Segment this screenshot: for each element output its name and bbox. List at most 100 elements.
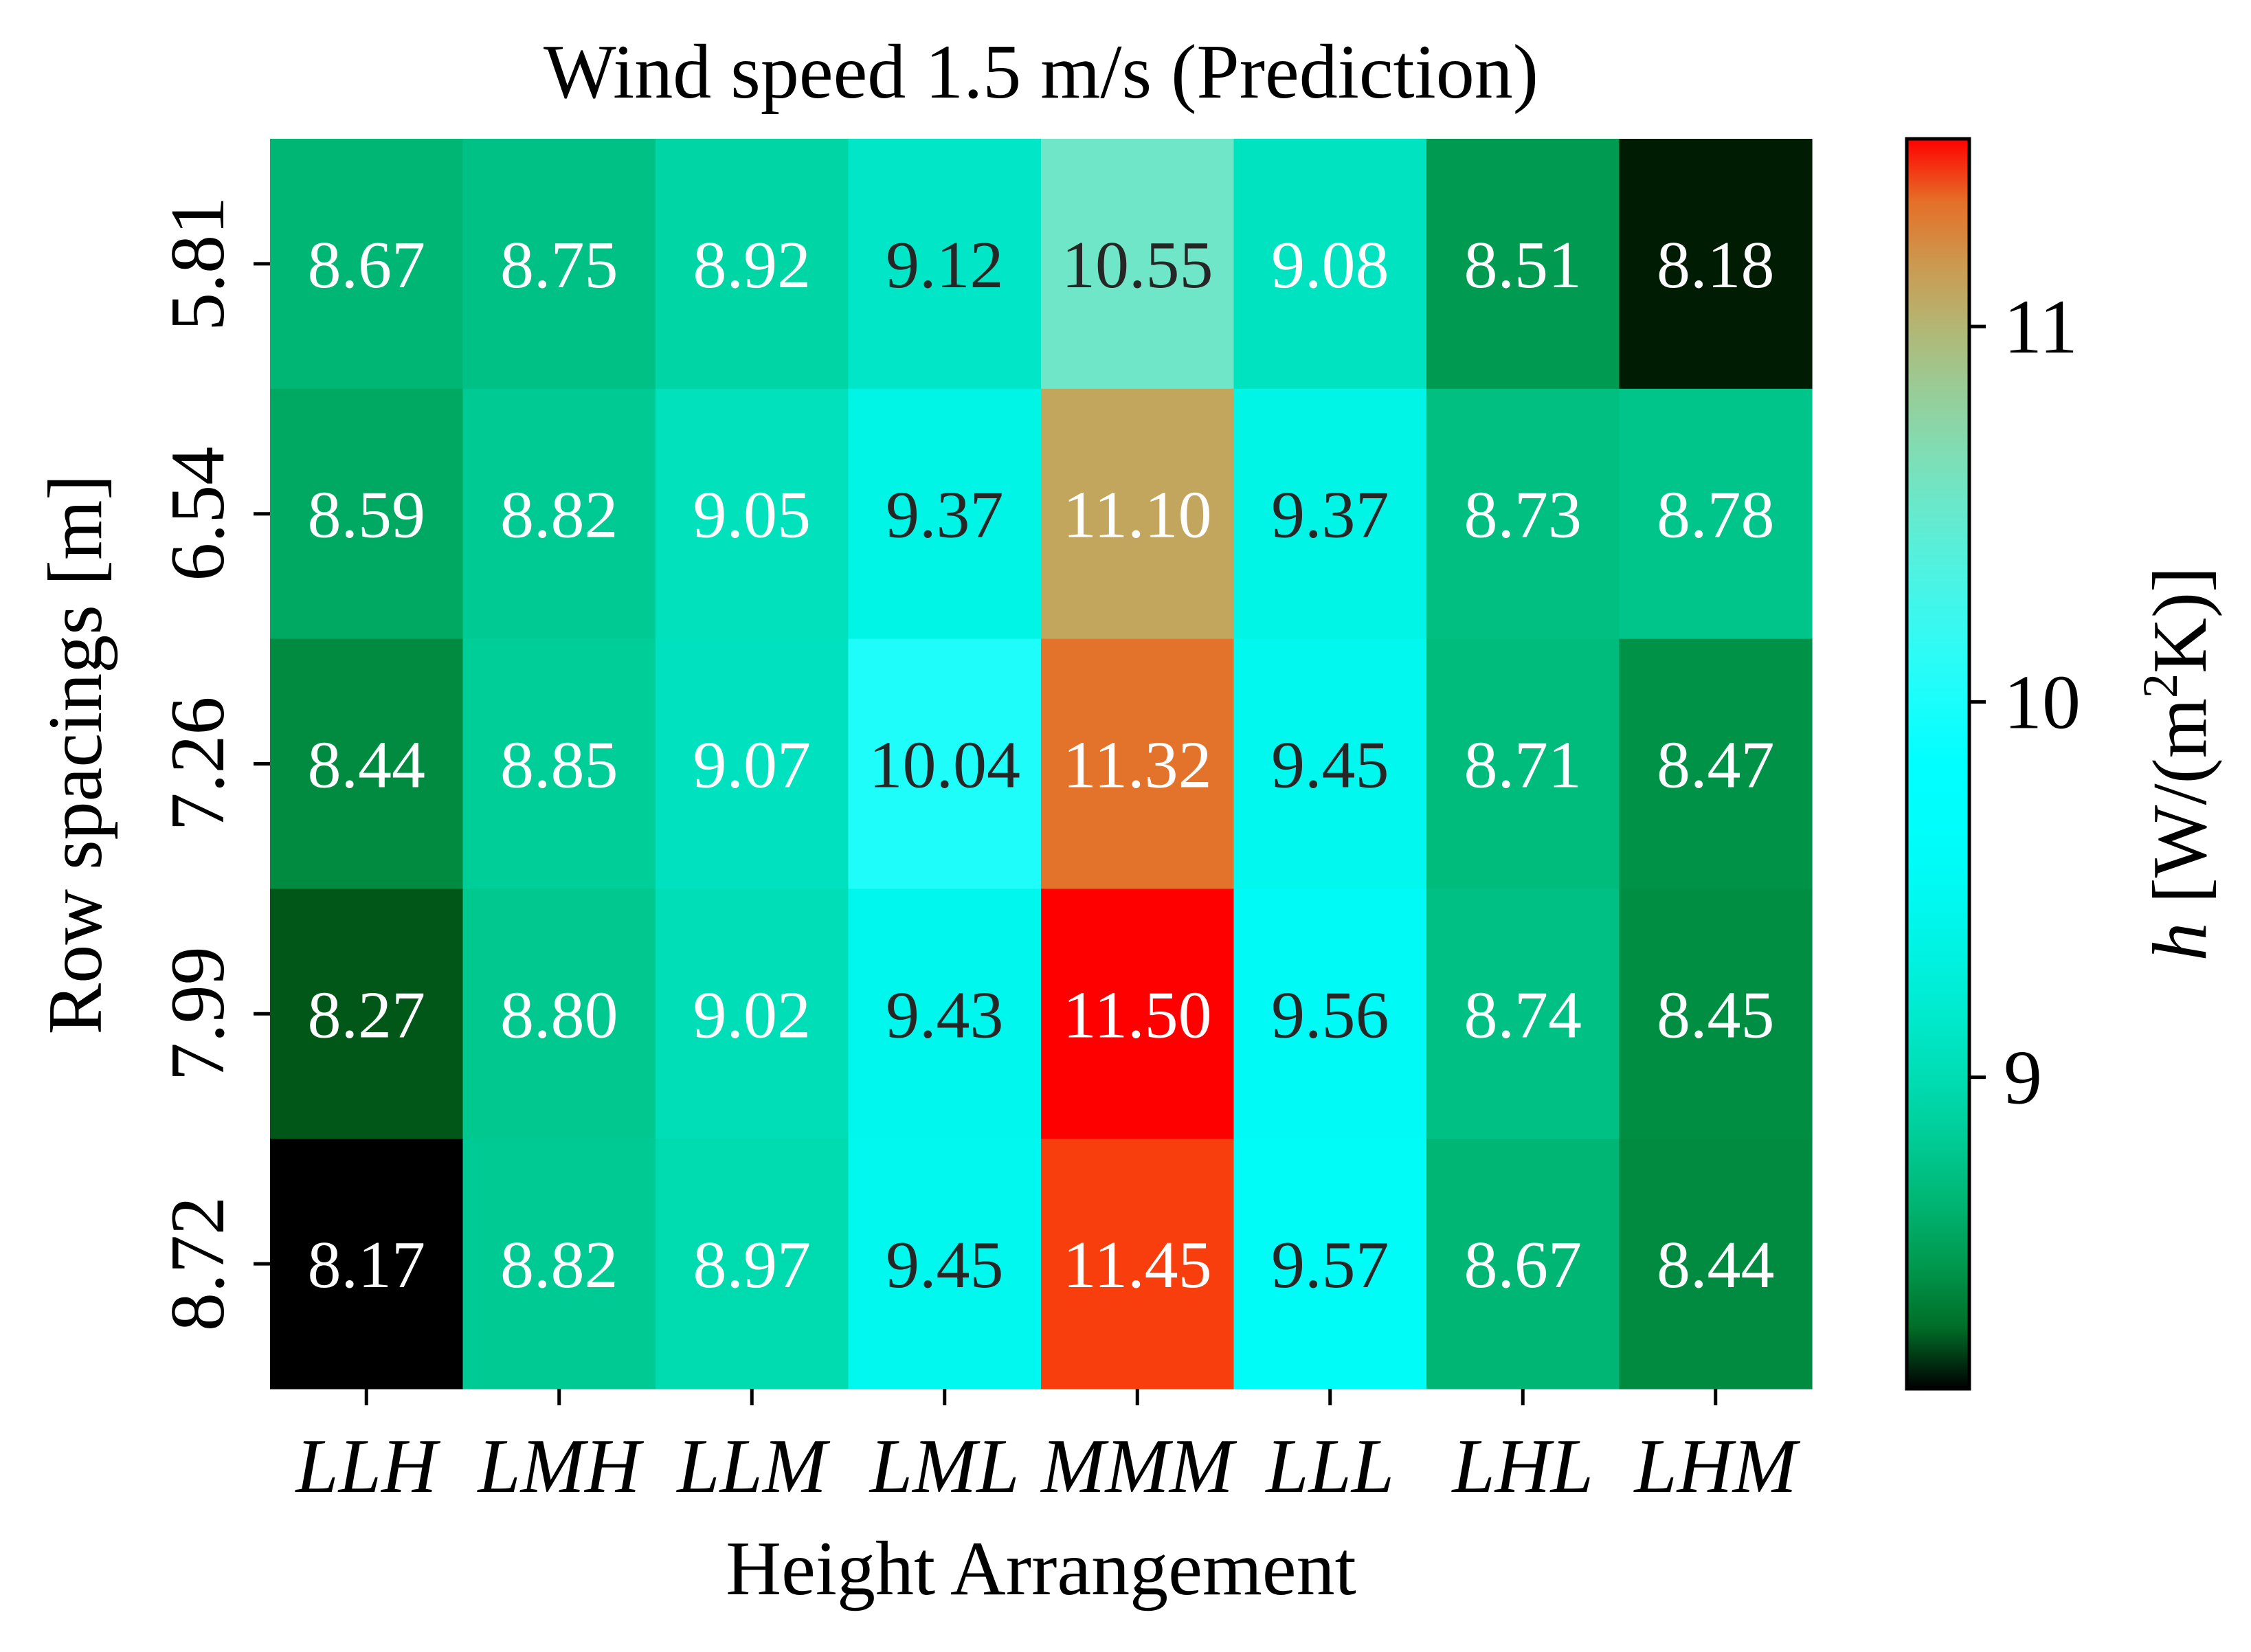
heatmap-cell <box>1041 638 1235 889</box>
cell-value-label: 8.97 <box>693 1228 811 1302</box>
heatmap-cell <box>462 139 656 390</box>
cell-value-label: 8.75 <box>500 228 618 302</box>
heatmap-cell <box>1233 388 1427 640</box>
chart-title: Wind speed 1.5 m/s (Prediction) <box>544 30 1538 115</box>
cell-value-label: 9.45 <box>886 1228 1004 1302</box>
heatmap-cell <box>1426 388 1620 640</box>
heatmap-cell <box>1233 1139 1427 1389</box>
heatmap-cell <box>462 388 656 640</box>
heatmap-cell <box>656 1139 849 1389</box>
cell-value-label: 8.78 <box>1657 478 1775 552</box>
x-axis: LLH LMH LLM LML MMM LLL LHL LHM <box>295 1389 1801 1509</box>
cell-value-label: 8.17 <box>308 1228 426 1302</box>
cell-value-label: 8.85 <box>500 728 618 803</box>
cell-value-label: 8.73 <box>1464 478 1582 552</box>
cell-value-label: 9.37 <box>1271 478 1389 552</box>
heatmap-cell <box>848 388 1042 640</box>
heatmap-cell <box>462 638 656 889</box>
x-tick-label: LMH <box>477 1424 645 1509</box>
cell-value-label: 8.44 <box>308 728 426 803</box>
heatmap-cell <box>270 139 464 390</box>
heatmap-cells <box>270 139 1813 1389</box>
heatmap-cell <box>656 638 849 889</box>
heatmap-cell <box>848 139 1042 390</box>
heatmap-cell <box>1233 638 1427 889</box>
heatmap-cell <box>1619 388 1813 640</box>
heatmap-cell <box>848 889 1042 1139</box>
heatmap-cell <box>1041 139 1235 390</box>
y-axis-label: Row spacings [m] <box>33 474 118 1034</box>
heatmap-cell <box>1041 388 1235 640</box>
heatmap-cell <box>1426 889 1620 1139</box>
heatmap-cell <box>1233 139 1427 390</box>
heatmap-cell <box>1619 638 1813 889</box>
x-tick-label: LHL <box>1451 1424 1593 1509</box>
x-tick-label: LML <box>869 1424 1020 1509</box>
heatmap-cell <box>462 889 656 1139</box>
heatmap-cell <box>1619 889 1813 1139</box>
x-tick-label: LLH <box>295 1424 441 1509</box>
heatmap-cell <box>462 1139 656 1389</box>
cell-value-label: 9.02 <box>693 978 811 1052</box>
heatmap-cell <box>656 139 849 390</box>
cell-value-label: 8.92 <box>693 228 811 302</box>
heatmap-cell <box>1426 1139 1620 1389</box>
cell-value-label: 9.43 <box>886 978 1004 1052</box>
colorbar-label: h [W/(m2K)] <box>2133 566 2223 961</box>
cell-value-label: 8.44 <box>1657 1228 1775 1302</box>
colorbar: 9 10 11 h [W/(m2K)] <box>1905 137 2223 1391</box>
colorbar-tick-label: 11 <box>2004 284 2078 370</box>
y-axis: 5.81 6.54 7.26 7.99 8.72 <box>155 197 270 1331</box>
heatmap-cell <box>848 1139 1042 1389</box>
heatmap-cell <box>1426 638 1620 889</box>
cell-value-label: 8.71 <box>1464 728 1582 803</box>
heatmap-cell <box>1041 889 1235 1139</box>
cell-value-label: 11.45 <box>1063 1228 1212 1302</box>
cell-value-label: 8.82 <box>500 478 618 552</box>
colorbar-tick-label: 10 <box>2004 660 2081 745</box>
colorbar-gradient <box>1905 137 1971 1391</box>
cell-value-label: 11.10 <box>1063 478 1212 552</box>
heatmap-cell <box>270 388 464 640</box>
heatmap-cell <box>656 889 849 1139</box>
cell-value-label: 8.45 <box>1657 978 1775 1052</box>
y-tick-label: 7.26 <box>155 697 240 831</box>
heatmap-cell <box>270 1139 464 1389</box>
cell-value-label: 11.32 <box>1063 728 1212 803</box>
cell-value-label: 9.45 <box>1271 728 1389 803</box>
cell-value-label: 8.74 <box>1464 978 1582 1052</box>
cell-value-label: 9.56 <box>1271 978 1389 1052</box>
colorbar-tick-label: 9 <box>2004 1036 2042 1121</box>
cell-value-label: 8.80 <box>500 978 618 1052</box>
heatmap-cell <box>848 638 1042 889</box>
cell-value-label: 8.18 <box>1657 228 1775 302</box>
cell-value-label: 8.67 <box>308 228 426 302</box>
heatmap-cell <box>656 388 849 640</box>
cell-value-label: 10.55 <box>1062 228 1213 302</box>
cell-value-label: 8.27 <box>308 978 426 1052</box>
cell-value-label: 9.12 <box>886 228 1004 302</box>
heatmap-cell <box>1426 139 1620 390</box>
cell-value-label: 9.08 <box>1271 228 1389 302</box>
cell-value-label: 11.50 <box>1063 978 1212 1052</box>
cell-value-label: 8.67 <box>1464 1228 1582 1302</box>
heatmap-value-labels: 8.67 8.75 8.92 9.12 10.55 9.08 8.51 8.18 8.59 8.8… <box>308 228 1775 1302</box>
x-axis-label: Height Arrangement <box>726 1526 1356 1611</box>
cell-value-label: 9.05 <box>693 478 811 552</box>
heatmap-cell <box>1619 1139 1813 1389</box>
heatmap-cell <box>1233 889 1427 1139</box>
heatmap-cell <box>1619 139 1813 390</box>
cell-value-label: 9.57 <box>1271 1228 1389 1302</box>
cell-value-label: 8.59 <box>308 478 426 552</box>
y-tick-label: 5.81 <box>155 197 240 331</box>
heatmap-cell <box>270 638 464 889</box>
cell-value-label: 9.07 <box>693 728 811 803</box>
x-tick-label: LLM <box>675 1424 831 1509</box>
cell-value-label: 10.04 <box>869 728 1021 803</box>
x-tick-label: MMM <box>1040 1424 1238 1509</box>
x-tick-label: LLL <box>1264 1424 1394 1509</box>
cell-value-label: 8.51 <box>1464 228 1582 302</box>
heatmap-cell <box>1041 1139 1235 1389</box>
